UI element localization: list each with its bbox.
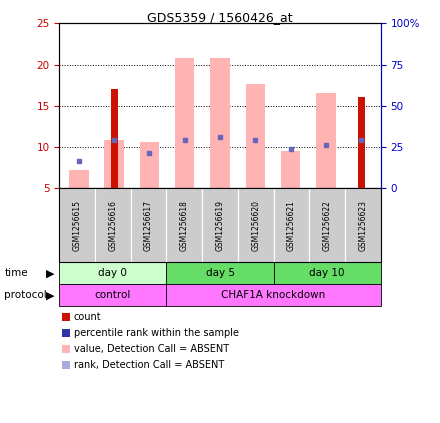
Text: value, Detection Call = ABSENT: value, Detection Call = ABSENT	[74, 344, 229, 354]
Text: GSM1256622: GSM1256622	[323, 200, 332, 251]
Text: GSM1256621: GSM1256621	[287, 200, 296, 251]
Text: rank, Detection Call = ABSENT: rank, Detection Call = ABSENT	[74, 360, 224, 370]
Text: GSM1256623: GSM1256623	[358, 200, 367, 251]
Text: GSM1256618: GSM1256618	[180, 200, 189, 251]
Bar	[175, 58, 194, 188]
Text: percentile rank within the sample: percentile rank within the sample	[74, 328, 239, 338]
Text: time: time	[4, 268, 28, 278]
Text: GSM1256620: GSM1256620	[251, 200, 260, 251]
Text: GDS5359 / 1560426_at: GDS5359 / 1560426_at	[147, 11, 293, 24]
Bar	[111, 89, 117, 188]
Bar	[316, 93, 336, 188]
Bar	[210, 58, 230, 188]
Bar	[281, 151, 300, 188]
Text: ▶: ▶	[46, 268, 55, 278]
Text: count: count	[74, 312, 102, 322]
Bar	[104, 140, 124, 188]
Bar	[140, 142, 159, 188]
Text: day 10: day 10	[309, 268, 345, 278]
Text: CHAF1A knockdown: CHAF1A knockdown	[221, 290, 326, 300]
Text: day 5: day 5	[205, 268, 235, 278]
Text: protocol: protocol	[4, 290, 47, 300]
Text: day 0: day 0	[99, 268, 127, 278]
Text: GSM1256615: GSM1256615	[73, 200, 82, 251]
Text: control: control	[95, 290, 131, 300]
Bar	[358, 97, 365, 188]
Bar	[69, 170, 88, 188]
Text: GSM1256616: GSM1256616	[108, 200, 117, 251]
Bar	[246, 84, 265, 188]
Text: ▶: ▶	[46, 290, 55, 300]
Text: GSM1256619: GSM1256619	[216, 200, 224, 251]
Text: GSM1256617: GSM1256617	[144, 200, 153, 251]
